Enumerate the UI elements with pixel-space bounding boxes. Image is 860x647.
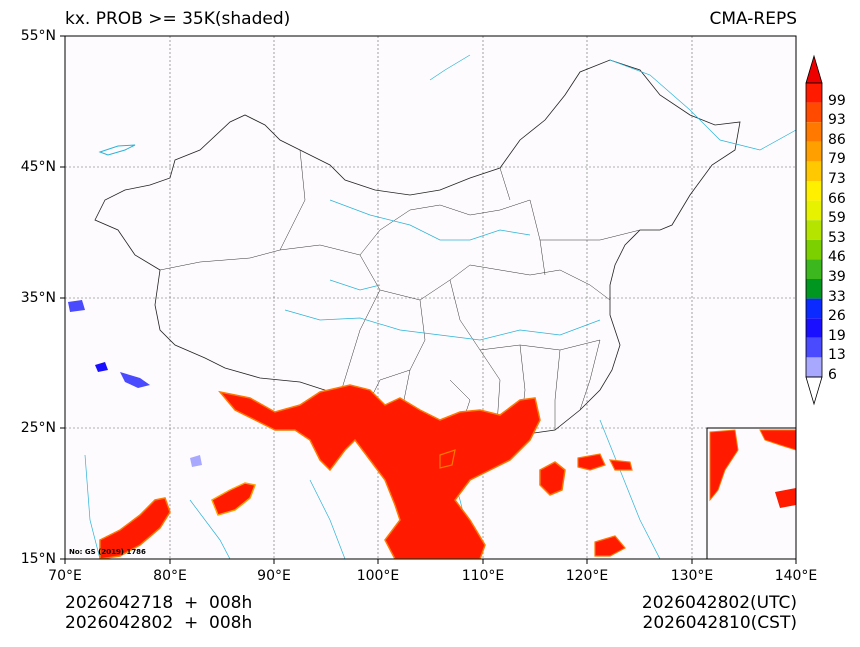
- colorbar-label: 33: [828, 288, 846, 305]
- colorbar-swatch: [806, 141, 822, 162]
- lon-label-100: 100°E: [356, 568, 400, 584]
- valid-time-cst: 2026042810(CST): [642, 613, 797, 633]
- colorbar-swatch: [806, 259, 822, 279]
- colorbar-swatch: [806, 357, 822, 377]
- lon-label-90: 90°E: [257, 568, 291, 584]
- lat-label-45: 45°N: [20, 159, 56, 175]
- colorbar-label: 79: [828, 151, 846, 168]
- colorbar-label: 19: [828, 327, 846, 344]
- colorbar-swatch: [806, 298, 822, 319]
- colorbar-swatch: [806, 337, 822, 358]
- colorbar-swatch: [806, 122, 822, 142]
- rivers: [84, 54, 796, 559]
- colorbar-label: 26: [828, 308, 846, 325]
- map-approval-note: No: GS (2019) 1786: [69, 548, 146, 556]
- valid-times: 2026042802(UTC) 2026042810(CST): [642, 593, 797, 633]
- colorbar-label: 93: [828, 112, 846, 129]
- lon-label-140: 140°E: [774, 568, 818, 584]
- colorbar-swatch: [806, 102, 822, 123]
- init-time-utc: 2026042718 + 008h: [65, 593, 253, 613]
- colorbar-frame: [805, 82, 823, 378]
- colorbar-swatch: [806, 220, 822, 240]
- lat-label-55: 55°N: [20, 28, 56, 44]
- colorbar-label: 6: [828, 367, 837, 383]
- colorbar-label: 86: [828, 131, 846, 148]
- init-times: 2026042718 + 008h 2026042802 + 008h: [65, 593, 252, 633]
- colorbar-label: 73: [828, 171, 846, 187]
- colorbar-label: 46: [828, 249, 846, 266]
- lon-label-110: 110°E: [461, 568, 505, 584]
- colorbar-swatch: [806, 200, 822, 221]
- colorbar-label: 53: [828, 229, 846, 246]
- colorbar-over-arrow: [805, 54, 823, 84]
- colorbar-swatch: [806, 161, 822, 181]
- colorbar-label: 13: [828, 347, 846, 364]
- lake-balkhash: [98, 144, 136, 156]
- model-name: CMA-REPS: [709, 9, 797, 29]
- lat-label-35: 35°N: [20, 290, 56, 306]
- lon-label-120: 120°E: [565, 568, 609, 584]
- colorbar: [805, 54, 823, 406]
- colorbar-swatch: [806, 279, 822, 299]
- colorbar-swatch: [806, 181, 822, 201]
- colorbar-under-arrow: [805, 376, 823, 406]
- lon-label-70: 70°E: [48, 568, 82, 584]
- colorbar-label: 39: [828, 269, 846, 285]
- colorbar-swatch: [806, 318, 822, 338]
- colorbar-swatch: [806, 83, 822, 103]
- province-boundaries: [159, 149, 641, 456]
- lon-label-80: 80°E: [153, 568, 187, 584]
- probability-shading: [68, 300, 633, 559]
- lon-label-130: 130°E: [670, 568, 714, 584]
- axis-ticks: [60, 35, 797, 564]
- colorbar-label: 99: [828, 92, 846, 109]
- inset-shading: [709, 429, 739, 502]
- colorbar-label: 59: [828, 210, 846, 227]
- map-title: kx. PROB >= 35K(shaded): [65, 9, 291, 29]
- lat-label-15: 15°N: [20, 551, 56, 567]
- valid-time-utc: 2026042802(UTC): [641, 593, 797, 613]
- country-boundary: [94, 59, 741, 461]
- colorbar-label: 66: [828, 190, 846, 207]
- lat-label-25: 25°N: [20, 420, 56, 436]
- colorbar-swatch: [806, 239, 822, 260]
- init-time-cst: 2026042802 + 008h: [65, 613, 253, 633]
